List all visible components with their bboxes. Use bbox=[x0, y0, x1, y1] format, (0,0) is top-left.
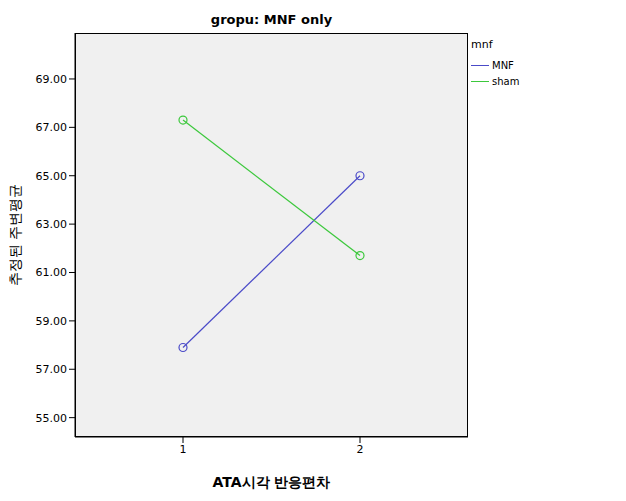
svg-text:69.00: 69.00 bbox=[36, 73, 68, 86]
svg-text:57.00: 57.00 bbox=[36, 363, 68, 376]
html-text:gropu: MNF only: gropu: MNF only bbox=[210, 12, 333, 27]
html-text:sham: sham bbox=[492, 75, 520, 87]
svg-text:2: 2 bbox=[357, 443, 364, 456]
svg-text:ATA시각 반응편차: ATA시각 반응편차 bbox=[213, 474, 331, 490]
svg-text:65.00: 65.00 bbox=[36, 170, 68, 183]
svg-text:59.00: 59.00 bbox=[36, 315, 68, 328]
html-text:MNF: MNF bbox=[492, 59, 514, 71]
svg-text:67.00: 67.00 bbox=[36, 121, 68, 134]
svg-text:61.00: 61.00 bbox=[36, 266, 68, 279]
svg-text:55.00: 55.00 bbox=[36, 412, 68, 425]
svg-text:63.00: 63.00 bbox=[36, 218, 68, 231]
html-text:mnf: mnf bbox=[471, 38, 493, 51]
svg-text:추정된 주변평균: 추정된 주변평균 bbox=[8, 184, 23, 286]
svg-text:1: 1 bbox=[180, 443, 187, 456]
